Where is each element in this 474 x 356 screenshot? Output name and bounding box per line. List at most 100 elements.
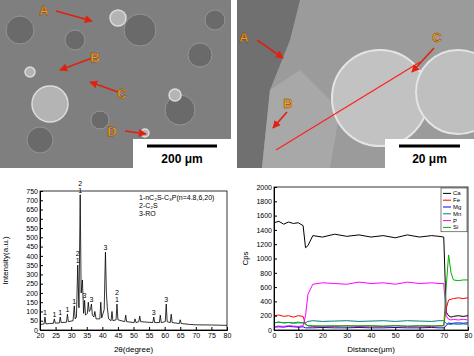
grain — [124, 14, 156, 46]
tick-mark — [274, 301, 277, 302]
line-scan-path — [276, 62, 420, 150]
tick-label: 600 — [260, 284, 272, 291]
round-particle — [32, 86, 68, 122]
tick: 400 — [26, 253, 43, 260]
tick: 300 — [26, 271, 43, 278]
tick: 500 — [26, 234, 43, 241]
tick-label: 500 — [26, 234, 38, 241]
tick-mark — [40, 237, 43, 238]
tick-mark — [347, 327, 348, 330]
tick: 100 — [26, 308, 43, 315]
tick-label: 1200 — [256, 241, 272, 248]
peak-label: 3 — [164, 296, 168, 303]
tick: 200 — [260, 312, 277, 319]
region-label: C — [432, 30, 442, 45]
tick-label: 350 — [26, 262, 38, 269]
tick-mark — [40, 228, 43, 229]
legend-swatch — [443, 200, 451, 201]
tick: 20 — [319, 327, 327, 339]
tick: 450 — [26, 243, 43, 250]
tick: 35 — [83, 327, 91, 339]
arrow — [56, 11, 92, 21]
tick-mark — [40, 219, 43, 220]
tick: 400 — [260, 298, 277, 305]
region-label: D — [107, 124, 116, 139]
grain — [91, 111, 109, 129]
tick-mark — [40, 256, 43, 257]
tick: 70 — [440, 327, 448, 339]
tick: 1400 — [256, 227, 277, 234]
tick-mark — [40, 247, 43, 248]
micrograph — [237, 0, 474, 168]
axis-x: 01020304050607080 — [273, 327, 473, 339]
tick: 150 — [26, 299, 43, 306]
peak-label: 1 — [72, 298, 76, 305]
tick-mark — [102, 327, 103, 330]
region-label: C — [117, 86, 127, 101]
tick-mark — [40, 265, 43, 266]
tick: 250 — [26, 280, 43, 287]
grain — [205, 10, 225, 30]
peak-label: 2 — [115, 289, 119, 296]
tick-mark — [274, 201, 277, 202]
tick-label: 20 — [319, 332, 327, 339]
tick-mark — [420, 327, 421, 330]
legend-swatch — [443, 220, 451, 221]
peak-label: 1 — [115, 296, 119, 303]
axis-y: 0200400600800100012001400160018002000 — [256, 184, 277, 334]
tick-mark — [444, 327, 445, 330]
tick-mark — [468, 327, 469, 330]
tick-mark — [40, 210, 43, 211]
phase-key: 1-nC₂S-C₃P(n=4.8,6,20) — [139, 194, 214, 202]
legend-frame — [441, 188, 467, 232]
tick-label: 650 — [26, 206, 38, 213]
tick: 65 — [177, 327, 185, 339]
tick: 75 — [208, 327, 216, 339]
scale-bar-label: 200 μm — [161, 152, 202, 166]
x-axis-title: Distance(μm) — [347, 345, 395, 354]
plot-frame — [274, 187, 468, 330]
axis-y: 0501001502002503003504004505005506006507… — [26, 188, 43, 334]
peak-label: 1 — [65, 306, 69, 313]
tick-mark — [227, 327, 228, 330]
tick: 60 — [161, 327, 169, 339]
tick: 70 — [192, 327, 200, 339]
axis-line — [41, 327, 228, 331]
tick-mark — [40, 274, 43, 275]
tick-label: 400 — [260, 298, 272, 305]
peak-label: 1 — [76, 257, 80, 264]
plot-area — [40, 195, 227, 326]
tick-mark — [274, 244, 277, 245]
x-axis-title: 2θ(degree) — [114, 345, 153, 354]
tick-label: 55 — [146, 332, 154, 339]
tick-label: 250 — [26, 280, 38, 287]
grain — [416, 50, 474, 134]
tick-label: 70 — [192, 332, 200, 339]
scale-bar — [399, 145, 460, 148]
tick: 80 — [224, 327, 232, 339]
tick-mark — [211, 327, 212, 330]
tick-mark — [274, 259, 277, 260]
tick: 50 — [30, 317, 43, 324]
tick-label: 50 — [30, 317, 38, 324]
tick: 0 — [34, 327, 43, 334]
tick: 550 — [26, 225, 43, 232]
tick-label: 0 — [34, 327, 38, 334]
tick-label: 65 — [177, 332, 185, 339]
tick: 40 — [99, 327, 107, 339]
peak-label: 3 — [103, 244, 107, 251]
peak-label: 3 — [89, 296, 93, 303]
tick-label: 450 — [26, 243, 38, 250]
tick-label: 30 — [68, 332, 76, 339]
tick: 25 — [52, 327, 60, 339]
tick: 200 — [26, 290, 43, 297]
tick-label: 400 — [26, 253, 38, 260]
round-particle — [169, 89, 181, 101]
arrow — [125, 131, 146, 134]
tick-mark — [40, 191, 43, 192]
tick: 650 — [26, 206, 43, 213]
scale-bar-box — [385, 139, 474, 168]
tick: 1200 — [256, 241, 277, 248]
tick-label: 1000 — [256, 255, 272, 262]
tick: 40 — [368, 327, 376, 339]
